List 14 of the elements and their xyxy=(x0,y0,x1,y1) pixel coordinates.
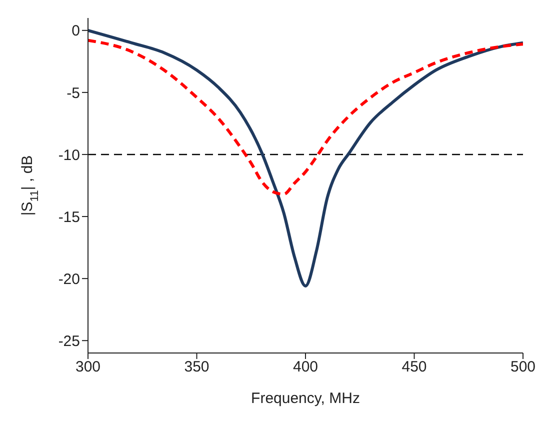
x-tick-label: 500 xyxy=(510,358,536,376)
line-series xyxy=(88,38,523,196)
y-tick-label: -5 xyxy=(66,84,80,102)
x-tick-label: 450 xyxy=(402,358,427,376)
line-series xyxy=(88,28,523,288)
x-tick-label: 400 xyxy=(292,358,318,376)
y-tick-label: -25 xyxy=(58,332,80,350)
x-axis-title: Frequency, MHz xyxy=(251,390,360,407)
y-tick-label: -15 xyxy=(58,208,80,226)
x-tick-label: 350 xyxy=(184,358,210,376)
y-tick-label: -10 xyxy=(58,146,80,164)
y-tick-label: 0 xyxy=(72,22,80,40)
y-tick-label: -20 xyxy=(58,270,80,288)
x-tick-label: 300 xyxy=(75,358,101,376)
